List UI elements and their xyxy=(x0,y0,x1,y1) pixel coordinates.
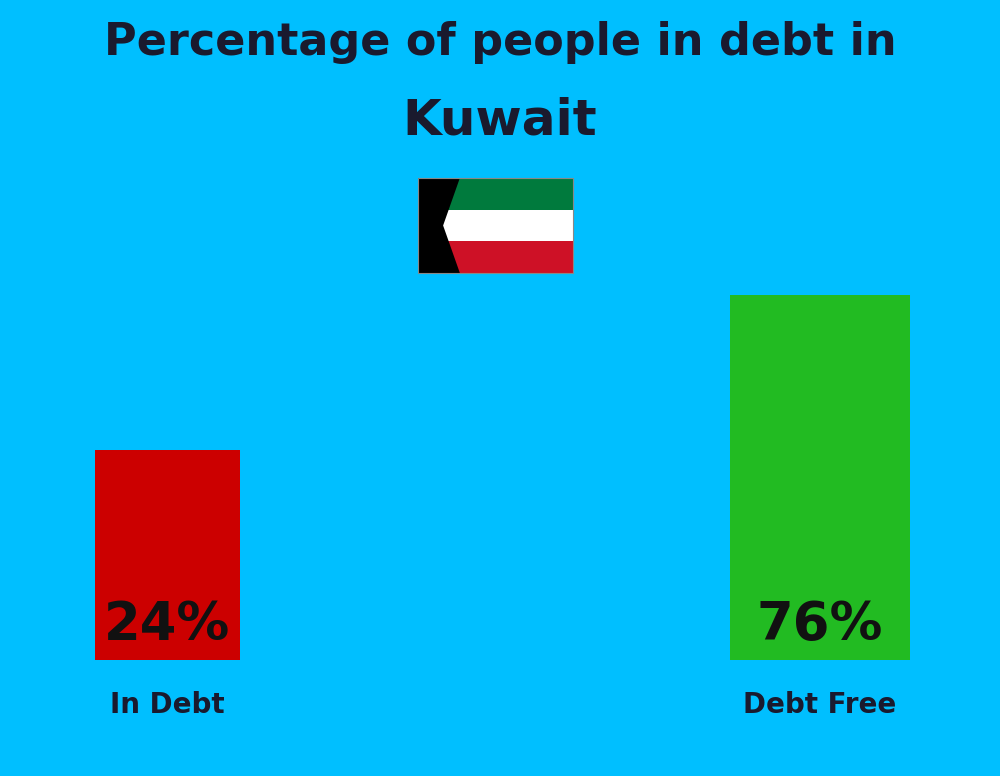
Bar xyxy=(418,178,573,273)
Bar xyxy=(418,241,573,273)
Bar xyxy=(418,178,573,210)
Text: Debt Free: Debt Free xyxy=(743,691,897,719)
Text: Kuwait: Kuwait xyxy=(403,96,597,144)
Text: 76%: 76% xyxy=(757,599,883,651)
Text: Percentage of people in debt in: Percentage of people in debt in xyxy=(104,21,896,64)
Bar xyxy=(95,450,240,660)
Bar xyxy=(418,210,573,241)
Bar xyxy=(730,295,910,660)
Polygon shape xyxy=(418,178,460,273)
Text: 24%: 24% xyxy=(104,599,231,651)
Text: In Debt: In Debt xyxy=(110,691,225,719)
